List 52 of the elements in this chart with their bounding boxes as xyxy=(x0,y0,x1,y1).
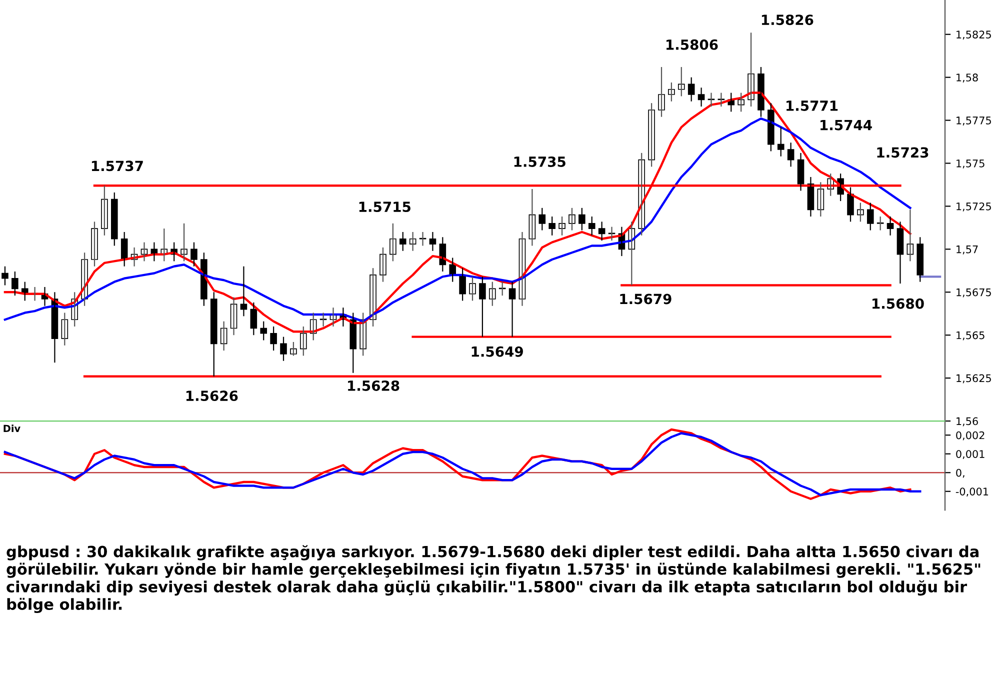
candlestick xyxy=(668,82,675,102)
candlestick xyxy=(678,66,685,97)
annotation: 1.5649 xyxy=(472,346,523,357)
candlestick xyxy=(300,326,307,356)
y-tick-label: 0,002 xyxy=(956,431,984,440)
candlestick xyxy=(548,216,556,236)
y-tick-label: 1,575 xyxy=(956,160,984,168)
y-tick-label: -0,001 xyxy=(956,488,988,497)
y-tick-label: 1,56 xyxy=(956,417,978,426)
candlestick xyxy=(658,66,665,118)
annotation: 1.5723 xyxy=(877,147,928,158)
y-tick-label: 1,5725 xyxy=(956,202,991,212)
candlestick xyxy=(777,126,784,157)
candlestick xyxy=(558,216,566,236)
candlestick xyxy=(2,266,8,286)
candlestick xyxy=(866,202,874,231)
annotation: 1.5737 xyxy=(92,160,143,172)
candlestick xyxy=(180,222,188,262)
candlestick xyxy=(876,216,884,231)
candlestick xyxy=(260,320,268,341)
candlestick xyxy=(469,276,476,302)
candlestick xyxy=(479,276,486,338)
annotation: 1.5679 xyxy=(620,294,672,304)
y-tick-label: 1,5825 xyxy=(956,30,991,40)
y-tick-label: 1,57 xyxy=(956,246,978,254)
y-tick-label: 1,5675 xyxy=(956,288,991,298)
y-tick-label: 0,001 xyxy=(956,450,984,460)
candlestick xyxy=(568,207,576,231)
annotation: 1.5826 xyxy=(762,14,814,26)
candlestick xyxy=(857,202,864,222)
annotation: 1.5771 xyxy=(786,100,838,111)
annotation: 1.5715 xyxy=(359,202,410,212)
annotation: 1.5628 xyxy=(348,380,400,391)
candlestick xyxy=(290,341,297,356)
candlestick xyxy=(390,222,396,262)
y-tick-label: 1,5775 xyxy=(956,116,991,126)
annotation: 1.5735 xyxy=(514,156,566,167)
candlestick xyxy=(578,207,586,231)
candlestick xyxy=(399,231,406,252)
candlestick xyxy=(718,92,725,108)
candlestick xyxy=(538,207,546,231)
y-tick-label: 1,5625 xyxy=(956,374,991,384)
text: gbpusd : 30 dakikalık grafikte aşağıya sarkıyor. 1.5679-1.5680 deki dipler test edildi. Daha altta 1.5650 civarı da görülebilir. Yukarı yönde bir hamle gerçekleşebilmesi için fiyatın 1.5735' in üstünde kalabilmesi gerekli. "1.5625" civarındaki dip seviyesi destek olarak daha güçlü çıkabilir."1.5800" civarı da ilk etapta satıcıların bol olduğu bir bölge olabilir. xyxy=(6,545,980,614)
annotation: 1.5744 xyxy=(820,120,872,130)
candlestick xyxy=(588,216,596,236)
annotation: 1.5680 xyxy=(872,298,924,309)
y-tick-label: 1,58 xyxy=(956,74,978,82)
annotation: 1.5806 xyxy=(666,39,718,50)
chart-title: Div xyxy=(4,424,20,432)
y-tick-label: 0, xyxy=(956,468,964,478)
y-tick-label: 1,565 xyxy=(956,331,984,340)
annotation: 1.5626 xyxy=(186,390,238,402)
